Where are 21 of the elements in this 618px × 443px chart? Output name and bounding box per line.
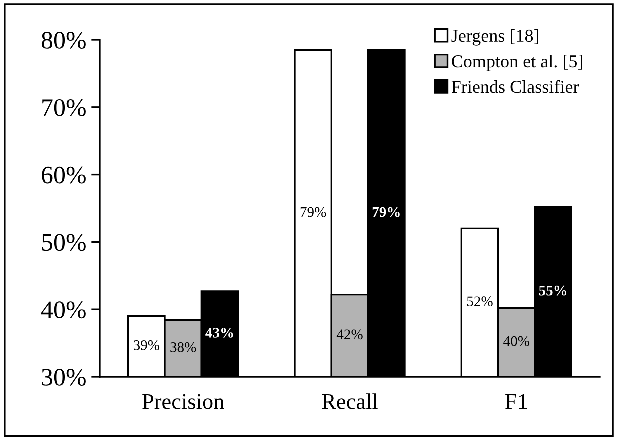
y-tick-label: 50% — [42, 234, 86, 252]
x-tick-label: F1 — [506, 394, 528, 410]
legend-label: Jergens [18] — [452, 29, 538, 46]
data-label: 79% — [300, 207, 326, 218]
legend-label: Friends Classifier — [452, 80, 580, 94]
legend-label: Compton et al. [5] — [452, 54, 582, 72]
data-label: 39% — [134, 340, 160, 350]
data-label: 38% — [170, 342, 196, 352]
x-tick-label: Precision — [142, 394, 224, 410]
y-tick-label: 70% — [42, 99, 86, 116]
x-tick-label: Recall — [322, 394, 378, 410]
y-tick-label: 30% — [42, 369, 86, 386]
y-tick-label: 40% — [41, 302, 86, 319]
data-label: 40% — [504, 336, 530, 346]
data-label: 42% — [336, 330, 363, 340]
y-tick-label: 80% — [42, 32, 86, 49]
data-label: 52% — [467, 296, 493, 307]
data-label: 55% — [539, 286, 567, 296]
data-label: 79% — [372, 207, 400, 218]
y-tick-label: 60% — [42, 166, 86, 184]
data-label: 43% — [206, 328, 234, 338]
